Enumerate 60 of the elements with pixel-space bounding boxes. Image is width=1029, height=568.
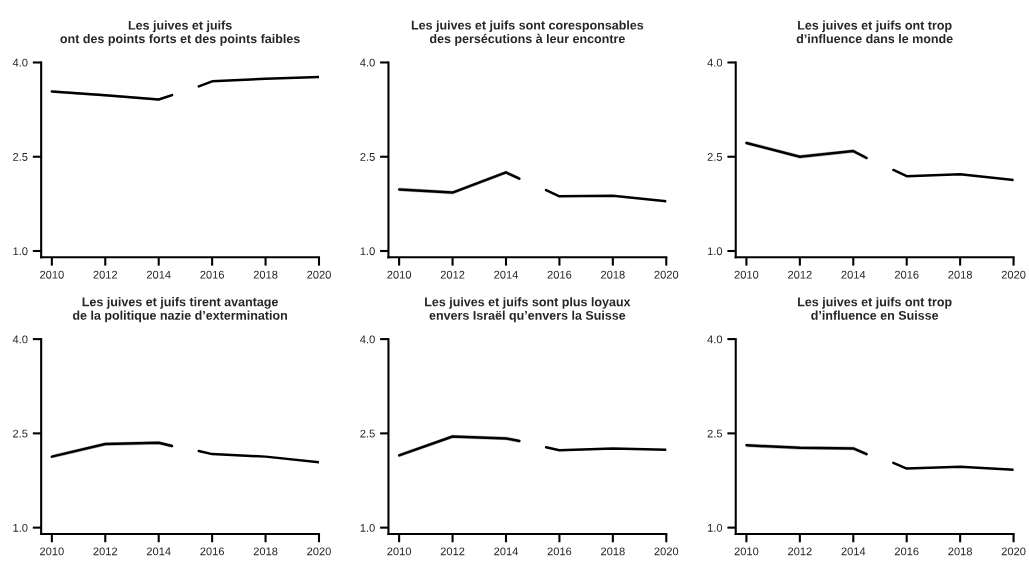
chart-title: Les juives et juifs ont trop d’influence dans le monde xyxy=(796,20,953,44)
y-tick-label: 1.0 xyxy=(707,523,723,532)
x-tick-label: 2012 xyxy=(440,547,465,556)
x-tick-label: 2010 xyxy=(40,270,64,279)
x-tick-label: 2010 xyxy=(734,547,759,556)
y-tick-label: 4.0 xyxy=(360,335,375,344)
x-tick-label: 2014 xyxy=(146,547,171,556)
y-tick-label: 1.0 xyxy=(13,247,28,256)
x-tick-label: 2010 xyxy=(387,270,412,279)
y-tick-label: 4.0 xyxy=(707,58,723,67)
y-tick-label: 1.0 xyxy=(13,523,28,532)
x-tick-label: 2014 xyxy=(841,270,866,279)
chart-title: Les juives et juifs sont plus loyaux envers Israël qu’envers la Suisse xyxy=(425,297,631,323)
y-tick-label: 4.0 xyxy=(360,58,375,67)
x-tick-label: 2020 xyxy=(307,270,331,279)
x-tick-label: 2012 xyxy=(788,270,812,279)
chart-title: Les juives et juifs tirent avantage de la politique nazie d’extermination xyxy=(72,297,287,323)
x-tick-label: 2018 xyxy=(601,270,625,279)
y-tick-label: 1.0 xyxy=(360,247,375,256)
x-tick-label: 2020 xyxy=(654,270,679,279)
y-tick-label: 2.5 xyxy=(13,153,28,161)
x-tick-label: 2016 xyxy=(200,270,224,279)
x-tick-label: 2018 xyxy=(253,270,278,279)
x-tick-label: 2020 xyxy=(654,547,679,556)
y-tick-label: 2.5 xyxy=(13,429,28,438)
x-tick-label: 2014 xyxy=(494,547,519,556)
x-tick-label: 2012 xyxy=(93,270,118,279)
x-tick-label: 2014 xyxy=(841,547,866,556)
x-tick-label: 2018 xyxy=(948,547,973,556)
chart-title: Les juives et juifs ont des points forts et des points faibles xyxy=(60,20,300,46)
y-tick-label: 4.0 xyxy=(707,335,723,344)
y-tick-label: 2.5 xyxy=(707,429,723,438)
chart-title: Les juives et juifs sont coresponsables des persécutions à leur encontre xyxy=(411,20,644,46)
y-tick-label: 2.5 xyxy=(707,153,723,161)
y-tick-label: 1.0 xyxy=(360,523,375,532)
y-tick-label: 4.0 xyxy=(12,335,28,344)
x-tick-label: 2020 xyxy=(307,547,331,556)
x-tick-label: 2010 xyxy=(734,270,759,279)
x-tick-label: 2016 xyxy=(200,547,224,556)
x-tick-label: 2012 xyxy=(93,547,118,556)
y-tick-label: 2.5 xyxy=(360,153,375,161)
chart-title: Les juives et juifs ont trop d’influence en Suisse xyxy=(798,297,952,320)
x-tick-label: 2014 xyxy=(494,270,519,279)
x-tick-label: 2016 xyxy=(894,547,919,556)
x-tick-label: 2020 xyxy=(1001,270,1026,279)
x-tick-label: 2012 xyxy=(788,547,812,556)
x-tick-label: 2020 xyxy=(1001,547,1026,556)
x-tick-label: 2010 xyxy=(40,547,64,556)
x-tick-label: 2018 xyxy=(601,547,625,556)
x-tick-label: 2010 xyxy=(387,547,412,556)
y-tick-label: 1.0 xyxy=(707,247,723,256)
x-tick-label: 2014 xyxy=(146,270,171,279)
x-tick-label: 2018 xyxy=(948,270,973,279)
x-tick-label: 2012 xyxy=(440,270,465,279)
y-tick-label: 2.5 xyxy=(360,429,375,438)
x-tick-label: 2016 xyxy=(547,270,572,279)
x-tick-label: 2018 xyxy=(253,547,278,556)
y-tick-label: 4.0 xyxy=(12,58,28,67)
x-tick-label: 2016 xyxy=(547,547,572,556)
x-tick-label: 2016 xyxy=(894,270,919,279)
